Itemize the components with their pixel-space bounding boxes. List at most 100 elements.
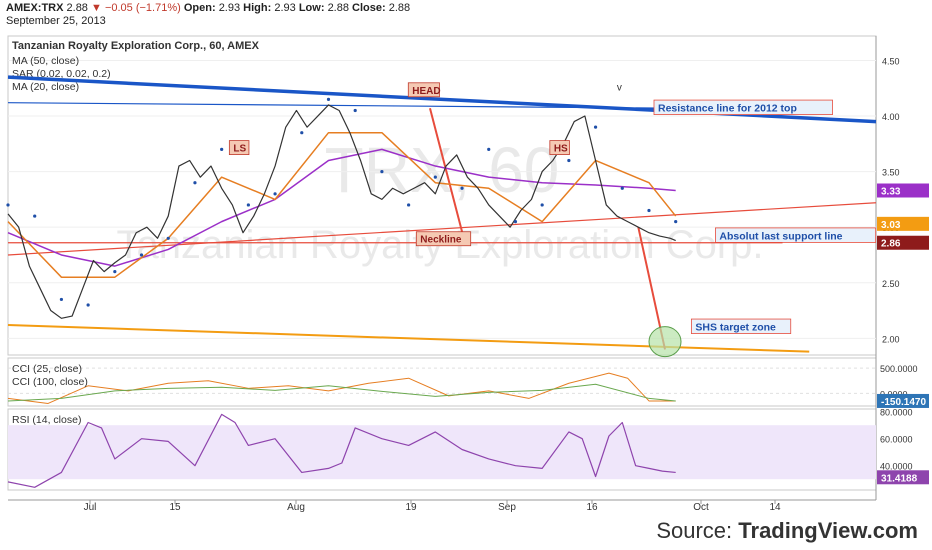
sar-dot	[220, 147, 224, 151]
chart-date: September 25, 2013	[6, 15, 106, 27]
annotation-text: Resistance line for 2012 top	[658, 103, 797, 115]
annotation-text: SHS target zone	[695, 322, 776, 334]
source-prefix: Source:	[656, 518, 733, 543]
annotation-box	[653, 99, 833, 115]
sar-dot	[6, 203, 10, 207]
low-label: Low:	[298, 2, 325, 14]
sar-dot	[513, 220, 518, 224]
y-tick-label: 3.50	[882, 168, 900, 178]
annotation-box	[407, 82, 440, 98]
sar-dot	[326, 97, 331, 101]
annotation-text: Neckline	[420, 235, 462, 246]
annotation-text: Absolut last support line	[719, 230, 842, 242]
cci-line	[7, 372, 676, 404]
x-tick-label: 19	[405, 502, 417, 513]
sar-dot	[273, 192, 277, 196]
high-label: High:	[243, 2, 272, 14]
price-change: ▼ −0.05 (−1.71%)	[91, 2, 181, 14]
sar-dot	[166, 236, 170, 240]
rsi-tick-label: 40.0000	[880, 462, 913, 472]
cci-indicator-label: CCI (25, close)	[12, 363, 82, 375]
sar-dot	[300, 131, 304, 135]
trend-line-head-drop	[429, 107, 463, 232]
chart-header: AMEX:TRX 2.88 ▼ −0.05 (−1.71%) Open: 2.9…	[6, 2, 410, 14]
high-value: 2.93	[274, 2, 296, 14]
rsi-indicator-label: RSI (14, close)	[12, 414, 81, 426]
sar-dot	[33, 214, 37, 218]
rsi-tag: 31.4188	[881, 473, 918, 484]
rsi-tick-label: 80.0000	[880, 408, 913, 418]
y-tick-label: 4.00	[882, 112, 900, 122]
price-tag: 2.86	[881, 239, 901, 250]
sar-dot	[353, 108, 357, 113]
target-zone-ellipse	[648, 326, 682, 358]
sar-dot	[86, 303, 90, 307]
trend-line-rising-neckline	[7, 202, 877, 256]
price-tag-bg	[877, 183, 929, 198]
x-tick-label: Oct	[693, 502, 709, 513]
open-label: Open:	[183, 2, 216, 14]
price-tag: 3.33	[881, 186, 901, 197]
open-value: 2.93	[218, 2, 241, 14]
low-value: 2.88	[327, 2, 349, 14]
cci-tag: -150.1470	[881, 397, 926, 408]
rsi-tag-bg	[877, 470, 929, 485]
price-tag: 3.03	[881, 220, 901, 231]
chart-title: Tanzanian Royalty Exploration Corp., 60,…	[12, 40, 260, 52]
sar-dot	[193, 181, 197, 185]
sar-dot	[647, 208, 651, 213]
y-tick-label: 2.50	[882, 279, 900, 289]
cci-pane-frame	[7, 357, 877, 407]
annotation-box	[690, 318, 792, 334]
source-name: TradingView.com	[738, 518, 918, 543]
sar-dot	[540, 203, 544, 207]
annotation-box	[415, 231, 472, 247]
sar-dot	[139, 253, 144, 257]
cci-tag-bg	[877, 393, 929, 408]
symbol: AMEX:TRX	[6, 2, 64, 14]
sar-dot	[246, 203, 250, 207]
annotation-box	[715, 227, 877, 243]
x-tick-label: 14	[769, 502, 781, 513]
ma20-line	[7, 131, 677, 278]
price-tag-bg	[877, 216, 929, 231]
rsi-band	[8, 425, 876, 480]
annotation-text: HS	[554, 144, 568, 155]
annotation-box	[549, 140, 570, 155]
sar-dot	[620, 186, 624, 190]
sar-dot	[59, 297, 64, 302]
rsi-tick-label: 60.0000	[880, 435, 913, 445]
y-tick-label: 4.50	[882, 56, 900, 66]
x-tick-label: 16	[586, 502, 598, 513]
sar-dot	[113, 270, 117, 274]
y-tick-label: 2.00	[882, 334, 900, 344]
watermark-symbol: TRX, 60	[325, 134, 560, 206]
price-line	[7, 104, 676, 319]
close-label: Close:	[352, 2, 386, 14]
sar-dot	[433, 175, 437, 179]
trend-line-thin-blue	[7, 102, 676, 109]
price-tag-bg	[877, 235, 929, 250]
annotation-text: v	[617, 82, 622, 93]
close-value: 2.88	[388, 2, 411, 14]
indicator-label: MA (50, close)	[12, 55, 79, 67]
annotation-box	[228, 140, 250, 155]
cci-line	[7, 383, 676, 402]
annotation-text: HEAD	[412, 86, 440, 97]
sar-dot	[567, 158, 571, 163]
x-tick-label: Aug	[287, 502, 305, 513]
ma50-line	[7, 148, 676, 267]
cci-tick-label: 500.0000	[880, 364, 918, 374]
sar-dot	[487, 147, 491, 151]
last-price: 2.88	[66, 2, 88, 14]
source-credit: Source: TradingView.com	[656, 518, 918, 544]
sar-dot	[593, 125, 598, 129]
x-tick-label: 15	[169, 502, 181, 513]
sar-dot	[674, 220, 678, 224]
rsi-line	[7, 413, 676, 488]
x-tick-label: Jul	[84, 502, 97, 513]
x-tick-label: Sep	[498, 502, 516, 513]
sar-dot	[380, 170, 384, 174]
indicator-label: MA (20, close)	[12, 81, 79, 93]
